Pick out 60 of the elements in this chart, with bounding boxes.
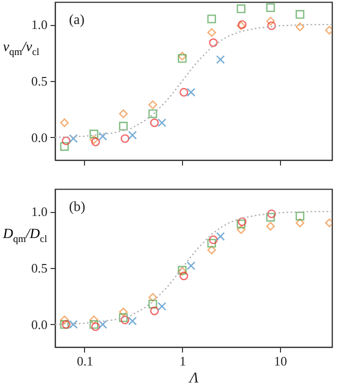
point	[266, 16, 275, 26]
point	[90, 320, 98, 329]
point	[236, 4, 246, 14]
point	[91, 322, 100, 332]
point	[180, 88, 188, 97]
x-tick-label: 0.1	[76, 354, 94, 368]
annotation: (a)	[69, 13, 85, 28]
point	[207, 28, 216, 37]
point	[296, 218, 304, 228]
point	[118, 122, 128, 130]
point	[266, 212, 275, 222]
point	[120, 316, 130, 324]
y-tick-label: 0.0	[31, 130, 48, 145]
point	[208, 235, 218, 244]
annotation: (b)	[69, 200, 86, 215]
point	[62, 136, 70, 146]
point	[207, 14, 216, 24]
point	[150, 306, 159, 316]
x-axis-title: Λ	[187, 370, 199, 386]
point	[90, 130, 98, 138]
point	[266, 3, 275, 12]
point	[180, 272, 188, 280]
point	[60, 142, 69, 151]
y-tick-label: 1.0	[31, 204, 48, 220]
point	[267, 209, 276, 218]
point	[207, 246, 216, 254]
point	[236, 225, 246, 234]
point	[266, 222, 275, 231]
y-axis-title: D$_{qm}$/D$_{cl}$	[3, 227, 48, 246]
point	[267, 21, 276, 30]
point	[238, 217, 247, 226]
point	[148, 292, 158, 302]
point	[120, 134, 130, 143]
y-axis-title: v$_{qm}$/v$_{cl}$	[3, 40, 40, 58]
point	[90, 316, 98, 324]
point	[208, 38, 218, 47]
point	[178, 52, 187, 61]
point	[91, 138, 100, 146]
point	[296, 212, 304, 220]
point	[118, 308, 128, 316]
point	[148, 300, 158, 308]
point	[118, 109, 128, 118]
x-tick-label: 10	[274, 354, 288, 368]
point	[118, 313, 128, 322]
point	[148, 100, 158, 110]
point	[148, 109, 158, 118]
x-tick-label: 1	[179, 354, 186, 368]
point	[207, 238, 216, 248]
point	[296, 22, 304, 32]
y-tick-label: 0.0	[31, 316, 48, 332]
y-tick-label: 1.0	[31, 17, 48, 32]
point	[60, 316, 69, 324]
point	[178, 54, 187, 63]
y-tick-label: 0.5	[31, 74, 48, 88]
y-tick-label: 0.5	[31, 260, 48, 276]
point	[90, 135, 98, 144]
point	[60, 118, 69, 128]
point	[150, 118, 159, 128]
point	[236, 220, 246, 228]
point	[296, 10, 304, 19]
